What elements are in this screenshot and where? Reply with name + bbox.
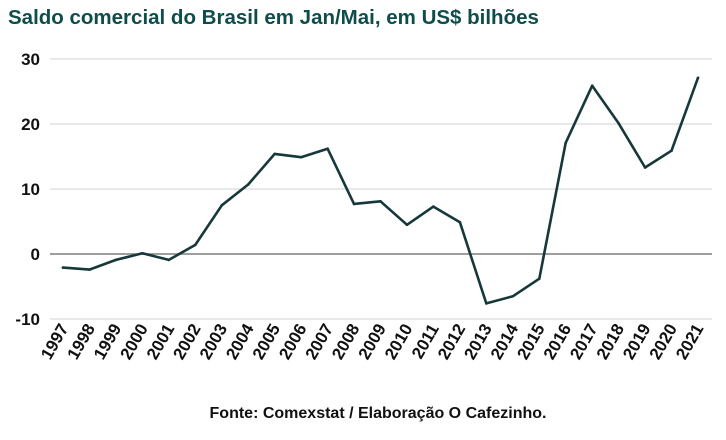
data-point: [537, 277, 541, 281]
y-tick-label: 10: [21, 180, 40, 199]
data-point: [458, 220, 462, 224]
source-note: Fonte: Comexstat / Elaboração O Cafezinh…: [209, 405, 547, 422]
data-point: [326, 147, 329, 150]
data-point: [273, 152, 276, 156]
y-tick-label: 30: [21, 50, 40, 69]
data-point: [299, 155, 303, 159]
y-tick-label: 20: [21, 115, 40, 134]
chart-title: Saldo comercial do Brasil em Jan/Mai, em…: [8, 6, 539, 29]
data-point: [141, 252, 144, 255]
data-point: [193, 243, 197, 247]
data-point: [432, 205, 435, 208]
data-point: [61, 266, 65, 269]
data-point: [405, 223, 409, 227]
y-tick-label: -10: [15, 310, 40, 329]
data-point: [379, 200, 382, 203]
data-point: [670, 149, 673, 152]
y-tick-label: 0: [31, 245, 40, 264]
data-point: [564, 141, 568, 145]
x-tick-label: 2010: [381, 321, 416, 363]
data-point: [167, 258, 171, 262]
x-tick-label: 2021: [672, 321, 707, 363]
data-point: [643, 166, 647, 169]
data-point: [511, 294, 515, 298]
data-point: [485, 302, 488, 305]
data-point: [617, 122, 620, 125]
data-point: [352, 202, 356, 206]
data-point: [590, 84, 594, 87]
data-point: [114, 258, 118, 262]
data-point: [88, 268, 91, 271]
data-point: [220, 203, 224, 207]
data-point: [696, 76, 700, 80]
data-point: [246, 183, 250, 186]
series-line: [61, 76, 700, 305]
